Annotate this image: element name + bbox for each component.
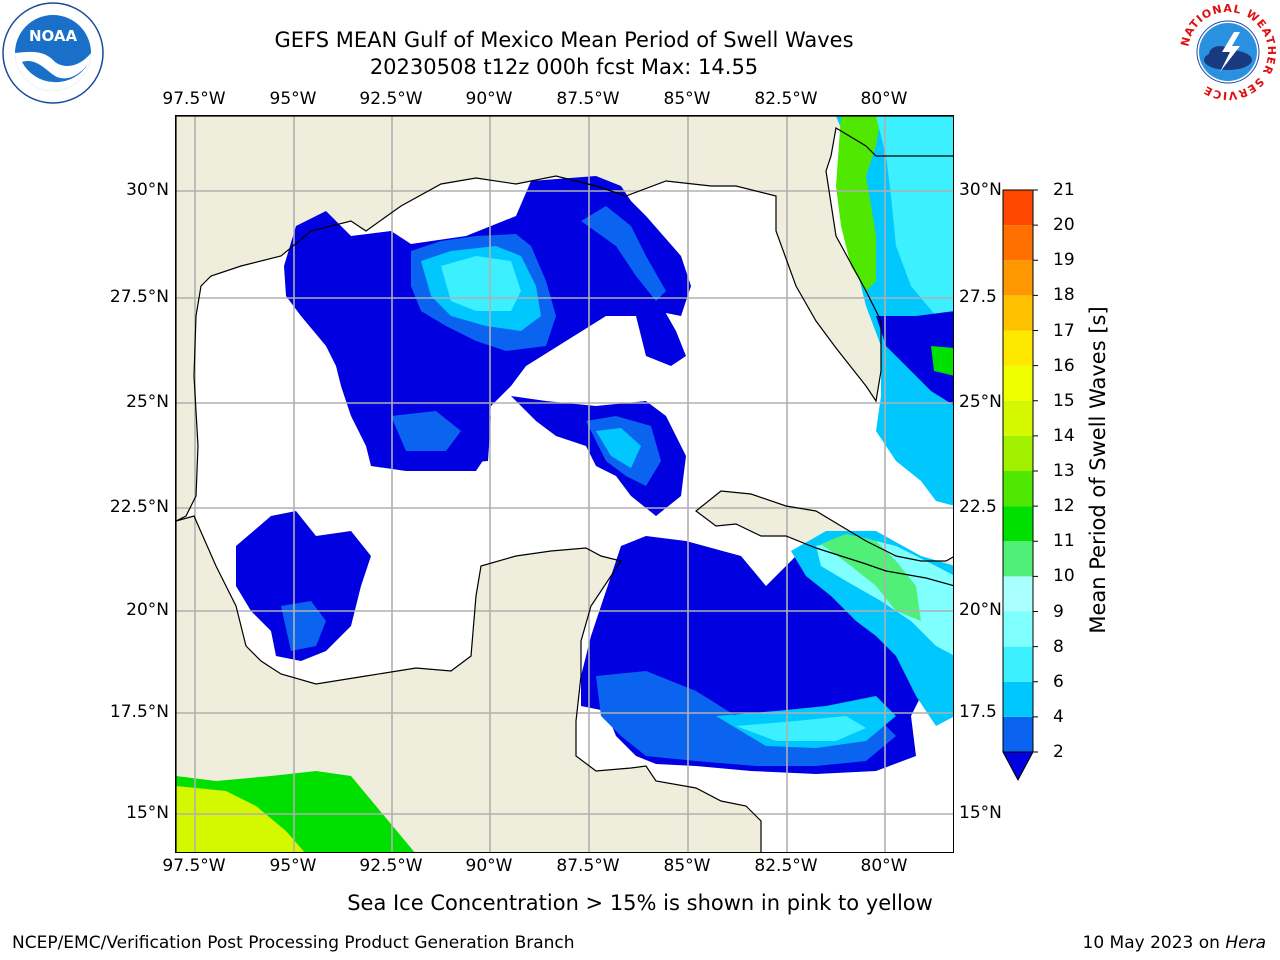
colorbar-cell xyxy=(1003,681,1033,717)
map-subtitle: 20230508 t12z 000h fcst Max: 14.55 xyxy=(369,55,759,79)
left-tick-label: 15°N xyxy=(126,803,169,823)
colorbar-cell xyxy=(1003,541,1033,577)
colorbar-tick-label: 9 xyxy=(1053,601,1064,622)
bot-tick-label: 92.5°W xyxy=(359,856,423,876)
top-tick-label: 90°W xyxy=(465,89,513,109)
colorbar-tick-label: 12 xyxy=(1053,496,1075,517)
colorbar-tick-label: 4 xyxy=(1053,706,1064,727)
swell-contour xyxy=(931,346,953,376)
colorbar-tick-label: 2 xyxy=(1053,742,1064,762)
footer-credit: NCEP/EMC/Verification Post Processing Pr… xyxy=(12,933,575,953)
colorbar-cell xyxy=(1003,295,1033,331)
right-tick-label: 30°N xyxy=(959,180,1002,200)
right-tick-label: 17.5 xyxy=(959,702,997,722)
swell-contour xyxy=(821,534,921,621)
left-tick-label: 17.5°N xyxy=(109,702,169,722)
colorbar-tick-label: 10 xyxy=(1053,566,1075,587)
bot-tick-label: 80°W xyxy=(860,856,908,876)
colorbar-cell xyxy=(1003,611,1033,647)
top-tick-label: 85°W xyxy=(663,89,711,109)
left-tick-label: 27.5°N xyxy=(109,287,169,307)
swell-contour xyxy=(596,428,641,468)
top-tick-label: 80°W xyxy=(860,89,908,109)
colorbar-cell xyxy=(1003,471,1033,507)
bot-tick-label: 97.5°W xyxy=(162,856,226,876)
bot-tick-label: 90°W xyxy=(465,856,513,876)
top-tick-label: 82.5°W xyxy=(754,89,818,109)
colorbar-cell xyxy=(1003,400,1033,436)
bot-tick-label: 85°W xyxy=(663,856,711,876)
swell-contour xyxy=(236,511,371,661)
cuba-coast xyxy=(695,490,953,587)
colorbar-tick-label: 8 xyxy=(1053,636,1064,657)
us-land-coast xyxy=(176,116,953,522)
sea-ice-note: Sea Ice Concentration > 15% is shown in … xyxy=(347,891,933,915)
left-tick-label: 20°N xyxy=(126,600,169,620)
swell-contour xyxy=(836,116,881,291)
colorbar-cell xyxy=(1003,576,1033,612)
colorbar-tick-label: 13 xyxy=(1053,461,1075,481)
us-land xyxy=(176,116,953,521)
colorbar-tick-label: 15 xyxy=(1053,390,1075,411)
svg-text:NOAA: NOAA xyxy=(29,27,78,45)
colorbar-tick-label: 11 xyxy=(1053,531,1075,552)
map-title: GEFS MEAN Gulf of Mexico Mean Period of … xyxy=(274,28,854,52)
bot-tick-label: 95°W xyxy=(269,856,317,876)
colorbar-tick-label: 20 xyxy=(1053,215,1075,236)
colorbar-cell xyxy=(1003,435,1033,471)
swell-contour xyxy=(281,601,326,651)
right-tick-label: 22.5 xyxy=(959,497,997,517)
footer-date: 10 May 2023 on Hera xyxy=(1083,933,1267,953)
nws-logo: NATIONAL WEATHER SERVICE xyxy=(1178,2,1277,102)
colorbar-cell xyxy=(1003,260,1033,296)
left-tick-label: 22.5°N xyxy=(109,497,169,517)
map-panel xyxy=(175,115,954,853)
left-tick-label: 25°N xyxy=(126,392,169,412)
colorbar-tick-label: 14 xyxy=(1053,425,1075,446)
top-tick-label: 95°W xyxy=(269,89,317,109)
right-tick-label: 20°N xyxy=(959,600,1002,620)
colorbar-cell xyxy=(1003,646,1033,682)
colorbar-label: Mean Period of Swell Waves [s] xyxy=(1086,306,1110,634)
mexico-land-coast xyxy=(176,515,762,852)
colorbar-cell xyxy=(1003,190,1033,226)
top-tick-label: 87.5°W xyxy=(556,89,620,109)
colorbar-tick-label: 19 xyxy=(1053,250,1075,271)
top-tick-label: 92.5°W xyxy=(359,89,423,109)
footer-date-text: 10 May 2023 on xyxy=(1082,933,1220,953)
bot-tick-label: 82.5°W xyxy=(754,856,818,876)
colorbar-extend-arrow xyxy=(1002,751,1034,782)
bot-tick-label: 87.5°W xyxy=(556,856,620,876)
colorbar-tick-label: 16 xyxy=(1053,355,1075,376)
lat-lon-grid xyxy=(176,116,953,852)
coastline xyxy=(176,116,953,852)
swell-period-field xyxy=(176,116,953,852)
right-tick-label: 25°N xyxy=(959,392,1002,412)
colorbar-cell xyxy=(1003,225,1033,261)
colorbar-tick-label: 18 xyxy=(1053,285,1075,306)
noaa-logo: NOAA xyxy=(2,2,104,104)
swell-contour xyxy=(876,311,953,405)
colorbar-cell xyxy=(1003,365,1033,401)
colorbar-tick-label: 21 xyxy=(1053,180,1075,200)
right-tick-label: 15°N xyxy=(959,803,1002,823)
swell-contour xyxy=(736,716,866,741)
map-svg xyxy=(176,116,953,852)
right-tick-label: 27.5 xyxy=(959,287,997,307)
colorbar-cell xyxy=(1003,506,1033,542)
left-tick-label: 30°N xyxy=(126,180,169,200)
footer-machine: Hera xyxy=(1225,933,1266,953)
colorbar xyxy=(1002,189,1038,782)
top-tick-label: 97.5°W xyxy=(162,89,226,109)
swell-contour xyxy=(876,116,953,316)
colorbar-cell xyxy=(1003,716,1033,752)
swell-contour xyxy=(581,206,666,301)
colorbar-tick-label: 17 xyxy=(1053,320,1075,341)
mexico-land xyxy=(176,516,761,852)
swell-contour xyxy=(176,786,305,852)
colorbar-cell xyxy=(1003,330,1033,366)
colorbar-tick-label: 6 xyxy=(1053,671,1064,692)
swell-contour xyxy=(391,411,461,451)
